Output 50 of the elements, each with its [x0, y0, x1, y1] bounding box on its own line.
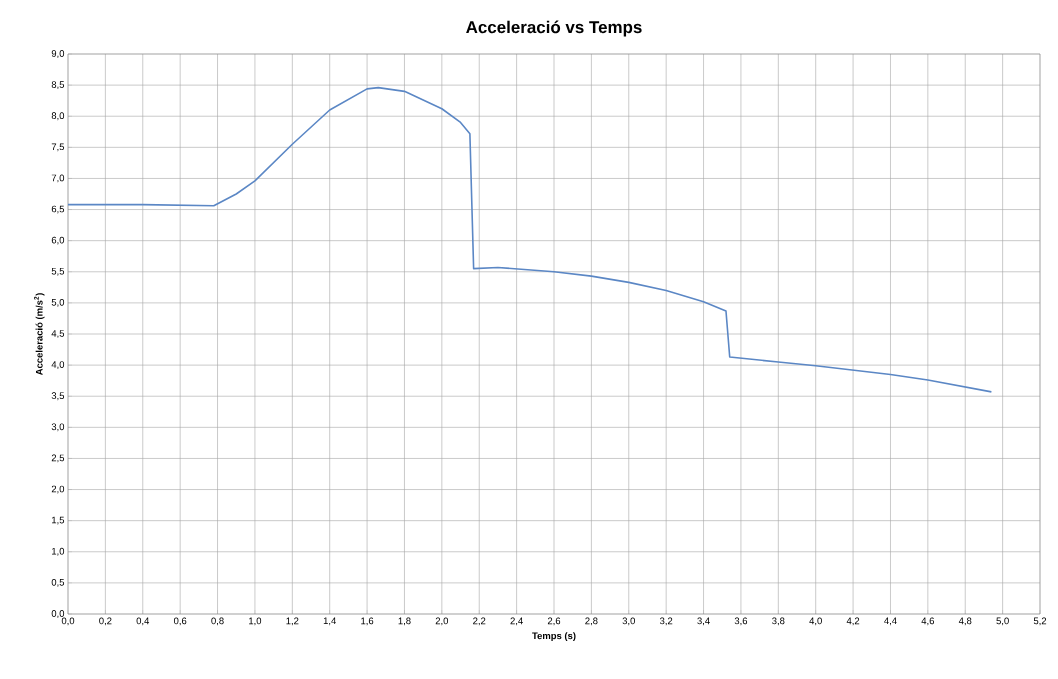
chart-title: Acceleració vs Temps	[466, 20, 642, 37]
y-tick-label: 8,5	[51, 81, 65, 90]
x-tick-label: 0,4	[136, 617, 150, 626]
y-tick-label: 0,0	[51, 610, 65, 618]
y-tick-label: 4,5	[51, 330, 65, 338]
y-tick-label: 2,5	[51, 454, 65, 463]
x-tick-label: 0,8	[211, 617, 224, 626]
x-tick-label: 0,6	[173, 617, 187, 626]
x-tick-label: 2,8	[585, 617, 598, 626]
x-tick-label: 4,6	[921, 617, 935, 626]
y-tick-label: 7,0	[51, 174, 65, 183]
x-tick-label: 4,4	[884, 617, 897, 626]
y-tick-label: 9,0	[51, 50, 65, 58]
x-tick-label: 4,2	[846, 617, 860, 626]
y-tick-label: 1,0	[52, 547, 65, 556]
x-tick-label: 1,4	[323, 617, 336, 626]
y-axis-title: Acceleració (m/s$^{2}$)	[34, 293, 45, 376]
y-tick-label: 5,0	[51, 298, 65, 307]
x-tick-label: 3,2	[659, 617, 673, 626]
x-axis-title: Temps (s)	[532, 632, 576, 642]
x-tick-label: 3,0	[622, 617, 635, 626]
y-tick-label: 4,0	[51, 361, 65, 370]
x-tick-label: 3,8	[772, 617, 785, 626]
x-tick-label: 0,0	[61, 617, 75, 626]
y-tick-label: 2,0	[51, 485, 65, 494]
y-tick-label: 8,0	[51, 112, 65, 121]
x-tick-label: 5,2	[1033, 617, 1047, 626]
x-tick-label: 2,0	[435, 617, 449, 626]
y-tick-label: 5,5	[51, 267, 65, 276]
line-series	[68, 86, 993, 393]
x-tick-label: 2,2	[473, 617, 486, 626]
x-tick-label: 5,0	[996, 617, 1009, 626]
y-tick-label: 6,5	[51, 205, 65, 214]
y-tick-label: 7,5	[51, 143, 65, 152]
x-tick-label: 1,6	[361, 617, 374, 626]
x-tick-label: 2,6	[547, 617, 561, 626]
x-tick-label: 2,4	[510, 617, 523, 626]
x-tick-label: 1,0	[249, 617, 262, 626]
y-tick-label: 1,5	[52, 516, 65, 525]
x-tick-label: 3,4	[697, 617, 710, 626]
x-tick-label: 3,6	[734, 617, 748, 626]
y-tick-label: 0,5	[51, 578, 65, 587]
x-tick-label: 1,8	[398, 617, 411, 626]
x-tick-label: 4,0	[809, 617, 822, 626]
y-tick-label: 3,0	[51, 423, 65, 432]
y-tick-label: 3,5	[51, 392, 65, 401]
x-tick-label: 4,8	[958, 617, 972, 626]
x-tick-label: 0,2	[99, 617, 112, 626]
x-tick-label: 1,2	[286, 617, 299, 626]
y-tick-label: 6,0	[51, 236, 65, 245]
